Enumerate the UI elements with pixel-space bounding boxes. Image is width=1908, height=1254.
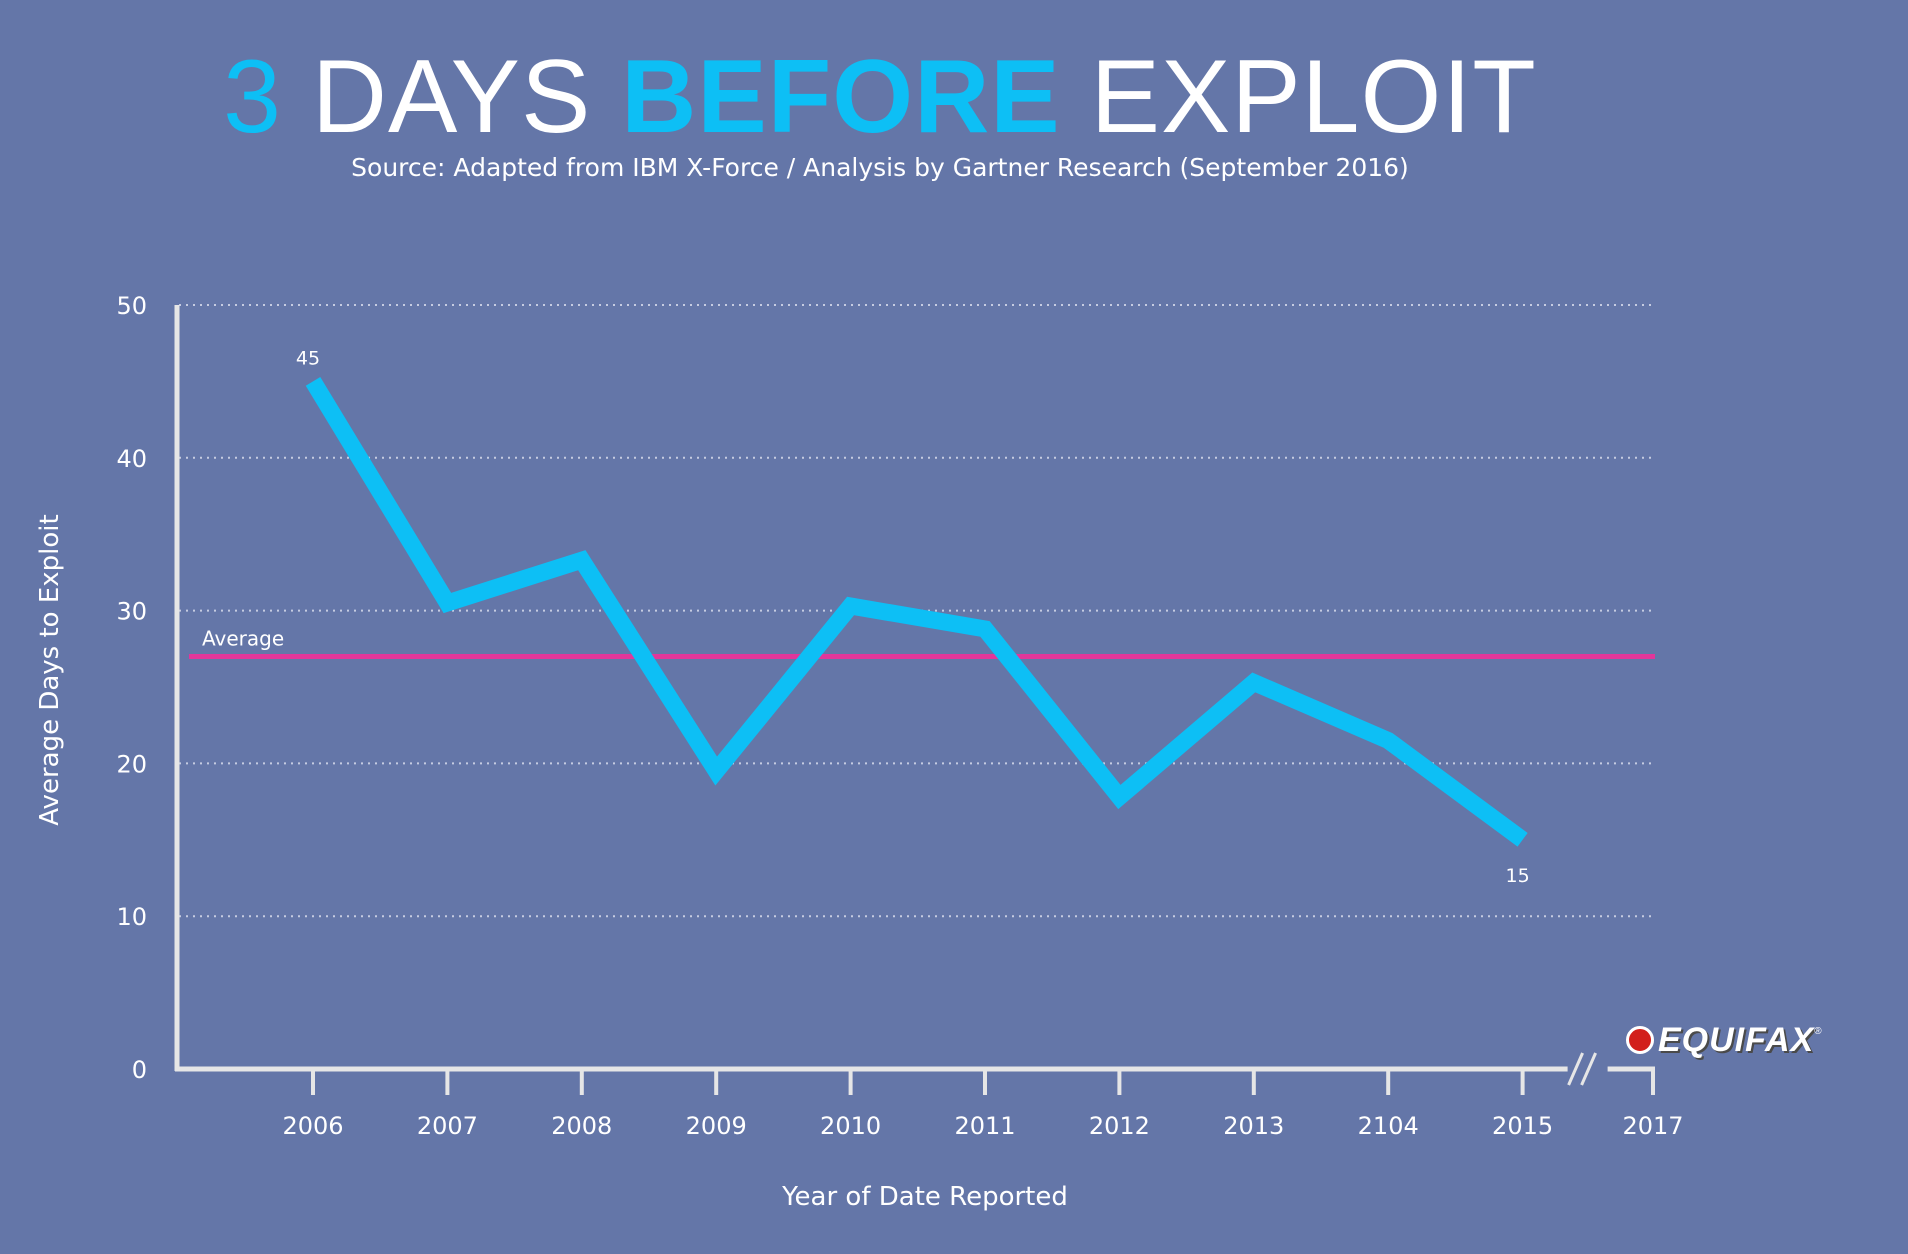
equifax-logo: EQUIFAX ®: [1626, 1018, 1822, 1062]
y-tick-label: 20: [116, 750, 147, 778]
source-subtitle: Source: Adapted from IBM X-Force / Analy…: [351, 153, 1409, 182]
x-tick-label: 2012: [1089, 1112, 1150, 1140]
logo-dot-icon: [1626, 1026, 1654, 1054]
y-axis-title: Average Days to Exploit: [35, 514, 65, 825]
x-tick-label: 2006: [282, 1112, 343, 1140]
logo-registered-mark: ®: [1814, 1026, 1822, 1037]
x-tick-label: 2007: [417, 1112, 478, 1140]
x-tick-label: 2015: [1492, 1112, 1553, 1140]
average-label: Average: [202, 626, 284, 650]
title-exploit: EXPLOIT: [1090, 39, 1537, 155]
logo-text: EQUIFAX: [1658, 1020, 1815, 1059]
y-tick-label: 10: [116, 903, 147, 931]
data-label: 45: [296, 347, 320, 369]
x-tick-label: 2010: [820, 1112, 881, 1140]
y-tick-label: 40: [116, 445, 147, 473]
x-tick-label: 2017: [1622, 1112, 1683, 1140]
series-line: [305, 376, 1528, 847]
x-tick-label: 2104: [1358, 1112, 1419, 1140]
x-axis-title: Year of Date Reported: [781, 1182, 1068, 1212]
x-tick-label: 2013: [1223, 1112, 1284, 1140]
x-tick-label: 2011: [954, 1112, 1015, 1140]
y-tick-label: 30: [116, 598, 147, 626]
title-days: DAYS: [311, 39, 592, 155]
axis-break-mark: [1567, 1052, 1584, 1086]
data-label: 15: [1506, 865, 1530, 887]
y-tick-label: 50: [116, 292, 147, 320]
x-tick-label: 2009: [686, 1112, 747, 1140]
title-before: BEFORE: [621, 39, 1061, 155]
axis-break-mark: [1580, 1052, 1597, 1086]
x-tick-label: 2008: [551, 1112, 612, 1140]
y-tick-label: 0: [132, 1056, 147, 1084]
title-number: 3: [223, 39, 282, 155]
page-title: 3 DAYS BEFORE EXPLOIT: [0, 38, 1760, 156]
